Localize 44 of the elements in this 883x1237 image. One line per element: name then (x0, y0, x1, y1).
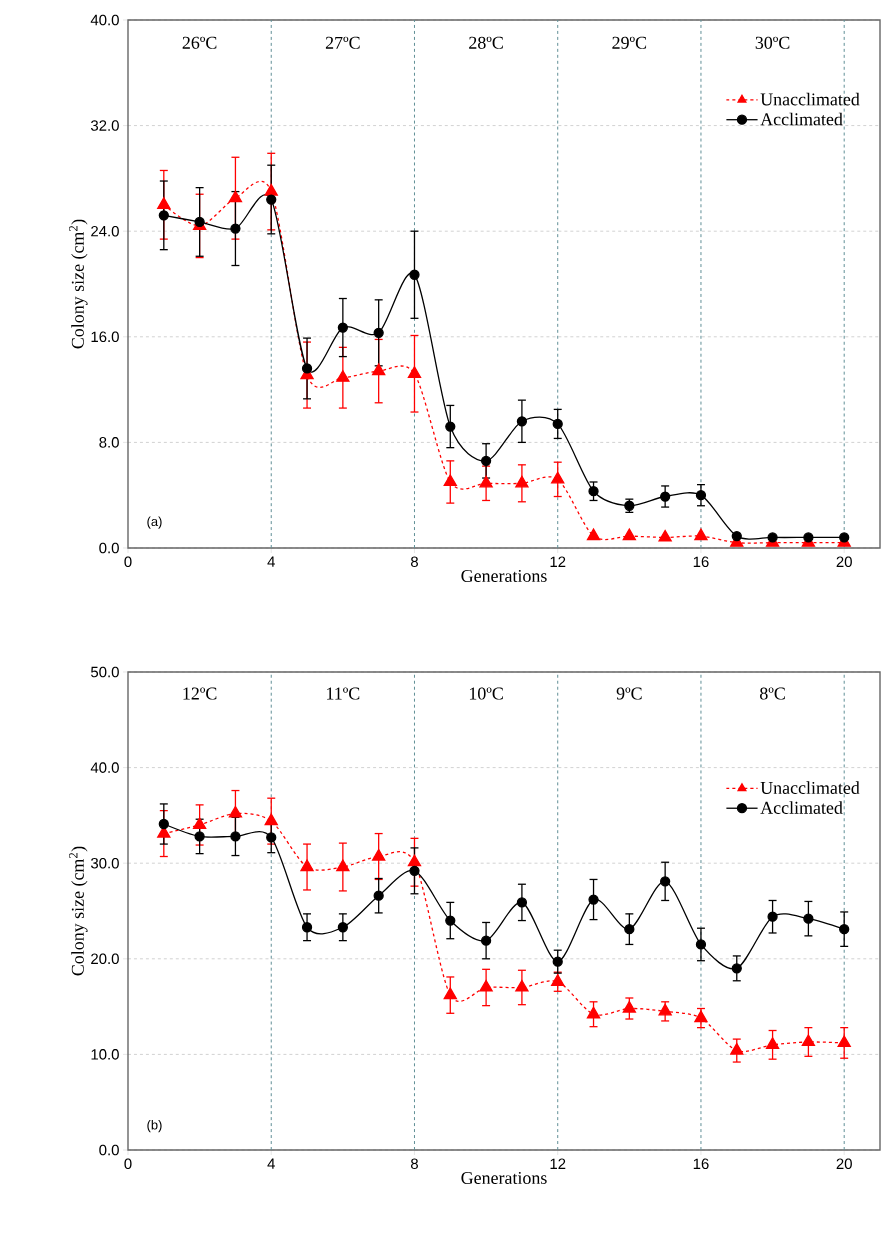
x-axis-title: Generations (461, 1171, 547, 1184)
y-tick-label: 10.0 (91, 1049, 119, 1060)
x-tick-label: 16 (693, 1158, 709, 1170)
x-tick-label: 16 (693, 556, 709, 568)
x-tick-label: 8 (410, 556, 418, 568)
x-tick-label: 0 (124, 1158, 132, 1170)
annotation: 11ºC (327, 687, 360, 700)
y-tick-label: 0.0 (99, 1144, 119, 1156)
y-tick-label: 32.0 (90, 120, 119, 131)
x-axis-title: Generations (461, 569, 547, 582)
x-tick-label: 4 (267, 556, 275, 567)
x-tick-label: 20 (836, 556, 852, 568)
annotation: 12ºC (183, 687, 217, 700)
y-tick-label: 0.0 (99, 542, 119, 554)
annotation: 8ºC (760, 687, 785, 700)
x-tick-label: 12 (550, 1158, 566, 1169)
y-tick-label: 40.0 (90, 762, 119, 773)
legend-label: Acclimated (760, 112, 843, 126)
y-tick-label: 20.0 (91, 953, 119, 965)
y-tick-label: 8.0 (99, 437, 119, 448)
annotation: 9ºC (616, 687, 642, 700)
annotation: 29ºC (612, 36, 647, 49)
legend-label: Acclimated (760, 801, 843, 814)
legend-label: Unacclimated (760, 781, 860, 794)
annotation: 27ºC (325, 36, 360, 49)
annotation: (a) (147, 516, 162, 529)
y-tick-label: 50.0 (90, 666, 119, 678)
x-tick-label: 20 (836, 1158, 852, 1170)
x-tick-label: 0 (124, 556, 132, 568)
y-tick-label: 40.0 (90, 14, 119, 26)
annotation: 30ºC (755, 36, 790, 49)
y-axis-title: Colony size (cm$^{2}$) (69, 846, 88, 976)
annotation: 10ºC (469, 687, 503, 700)
y-tick-label: 16.0 (91, 331, 119, 343)
x-tick-label: 4 (267, 1158, 275, 1169)
y-tick-label: 24.0 (91, 225, 119, 237)
y-axis-title: Colony size (cm$^{2}$) (69, 219, 88, 349)
annotation: 28ºC (469, 36, 503, 49)
annotation: 26ºC (182, 36, 217, 49)
x-tick-label: 8 (410, 1158, 418, 1170)
x-tick-label: 12 (550, 556, 566, 567)
annotation: (b) (147, 1120, 162, 1133)
legend-label: Unacclimated (760, 92, 860, 106)
y-tick-label: 30.0 (90, 857, 119, 869)
